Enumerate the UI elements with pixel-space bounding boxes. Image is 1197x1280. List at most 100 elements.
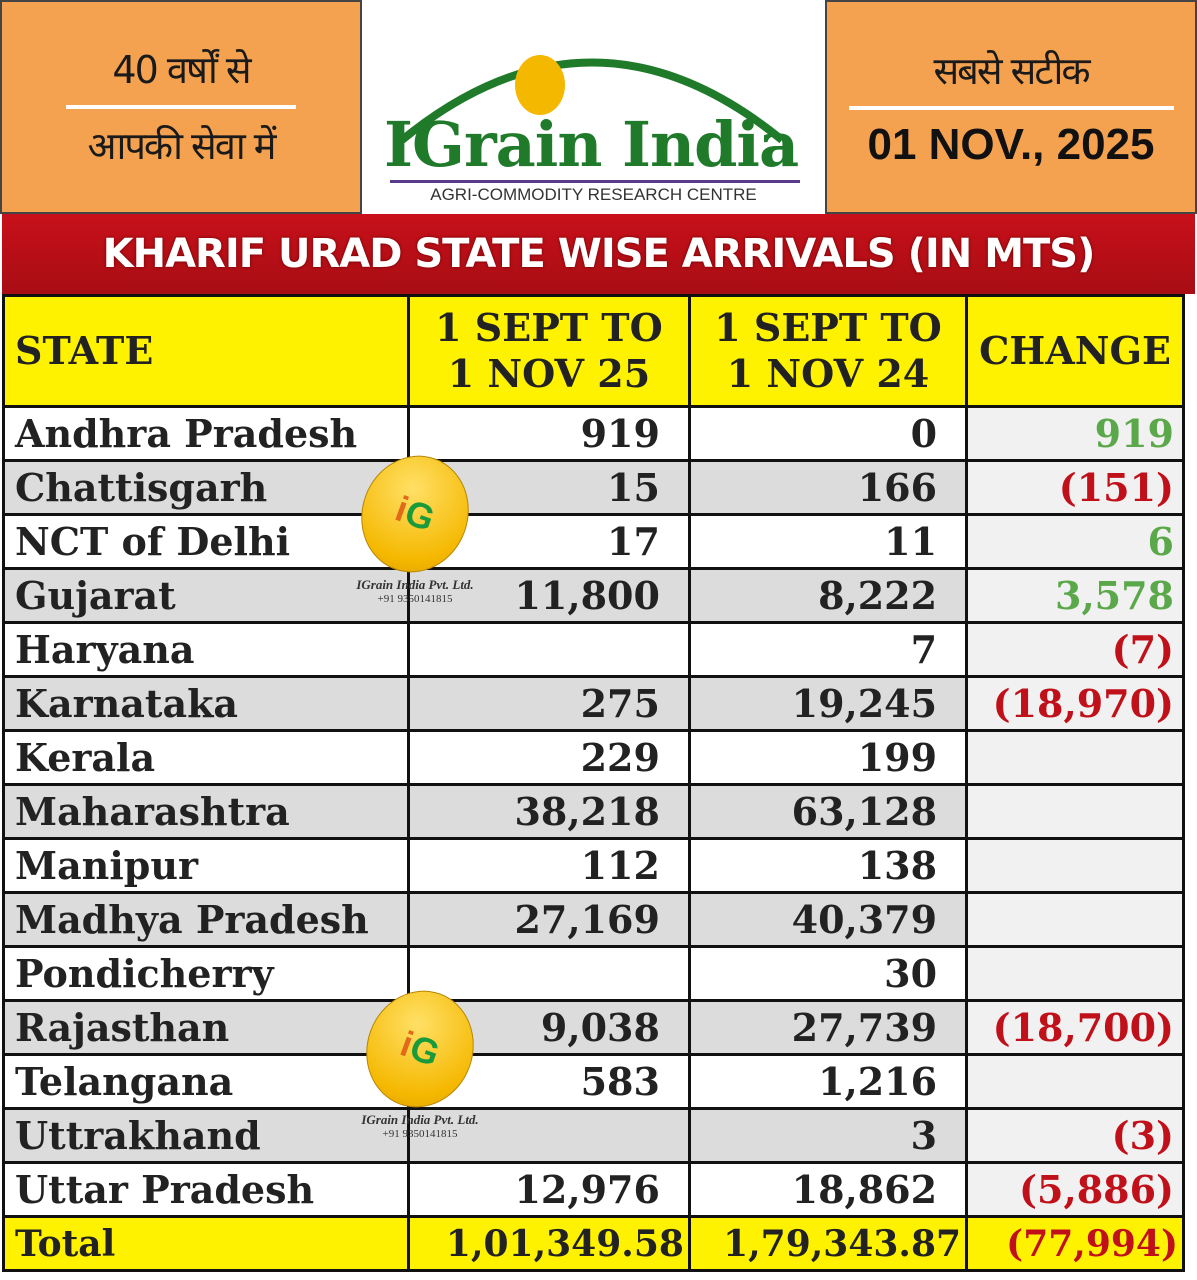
cell-y24: 27,739 xyxy=(687,999,969,1056)
table-row: Maharashtra 38,218 63,128 xyxy=(2,783,1185,840)
cell-y24: 63,128 xyxy=(687,783,969,840)
arrivals-table: STATE 1 SEPT TO 1 NOV 25 1 SEPT TO 1 NOV 2… xyxy=(2,294,1185,1272)
total-state: Total xyxy=(2,1215,410,1272)
cell-change: (3) xyxy=(965,1107,1185,1164)
watermark-phone: +91 9350141815 xyxy=(377,593,453,605)
col-2024-line1: 1 SEPT TO xyxy=(714,305,942,350)
table-row: Manipur 112 138 xyxy=(2,837,1185,894)
table-row: Gujarat 11,800 8,222 3,578 xyxy=(2,567,1185,624)
col-2025-line2: 1 NOV 25 xyxy=(447,351,651,396)
watermark-name: IGrain India Pvt. Ltd. xyxy=(356,577,474,592)
brand-name: IGrain India xyxy=(384,108,799,181)
cell-change xyxy=(965,945,1185,1002)
left-line1: 40 वर्षों से xyxy=(112,48,251,92)
cell-y25: 38,218 xyxy=(406,783,691,840)
cell-y24: 1,216 xyxy=(687,1053,969,1110)
cell-y24: 3 xyxy=(687,1107,969,1164)
table-row: Uttar Pradesh 12,976 18,862 (5,886) xyxy=(2,1161,1185,1218)
watermark-phone: +91 9350141815 xyxy=(382,1128,458,1140)
col-2025-line1: 1 SEPT TO xyxy=(435,305,663,350)
col-change: CHANGE xyxy=(965,294,1185,408)
cell-y25 xyxy=(406,621,691,678)
tagline-right: सबसे सटीक 01 NOV., 2025 xyxy=(825,0,1197,214)
cell-y24: 8,222 xyxy=(687,567,969,624)
left-line2: आपकी सेवा में xyxy=(87,124,277,168)
cell-state: Haryana xyxy=(2,621,410,678)
cell-y24: 18,862 xyxy=(687,1161,969,1218)
cell-state: Rajasthan xyxy=(2,999,410,1056)
table-row: Uttrakhand 3 (3) xyxy=(2,1107,1185,1164)
cell-y25 xyxy=(406,945,691,1002)
cell-change: 919 xyxy=(965,405,1185,462)
cell-change: (18,970) xyxy=(965,675,1185,732)
total-y24: 1,79,343.87 xyxy=(687,1215,969,1272)
cell-change xyxy=(965,729,1185,786)
cell-state: Uttar Pradesh xyxy=(2,1161,410,1218)
cell-y24: 138 xyxy=(687,837,969,894)
cell-y24: 166 xyxy=(687,459,969,516)
cell-state: Kerala xyxy=(2,729,410,786)
cell-y25: 11,800 xyxy=(406,567,691,624)
table-row: Rajasthan 9,038 27,739 (18,700) xyxy=(2,999,1185,1056)
cell-y24: 11 xyxy=(687,513,969,570)
cell-change xyxy=(965,891,1185,948)
cell-change xyxy=(965,1053,1185,1110)
brand-tagline: AGRI-COMMODITY RESEARCH CENTRE xyxy=(430,185,757,204)
cell-change xyxy=(965,783,1185,840)
col-2024: 1 SEPT TO 1 NOV 24 xyxy=(687,294,969,408)
cell-y24: 0 xyxy=(687,405,969,462)
table-row: Karnataka 275 19,245 (18,970) xyxy=(2,675,1185,732)
brand-logo: IGrain India AGRI-COMMODITY RESEARCH CEN… xyxy=(362,0,825,214)
cell-state: Telangana xyxy=(2,1053,410,1110)
cell-y25: 112 xyxy=(406,837,691,894)
col-state: STATE xyxy=(2,294,410,408)
cell-y25: 12,976 xyxy=(406,1161,691,1218)
table-row: Andhra Pradesh 919 0 919 xyxy=(2,405,1185,462)
cell-state: NCT of Delhi xyxy=(2,513,410,570)
table-row: Telangana 583 1,216 xyxy=(2,1053,1185,1110)
cell-y25: 27,169 xyxy=(406,891,691,948)
cell-change: (7) xyxy=(965,621,1185,678)
arch-icon xyxy=(399,55,785,144)
cell-state: Uttrakhand xyxy=(2,1107,410,1164)
page-title: KHARIF URAD STATE WISE ARRIVALS (IN MTS) xyxy=(102,231,1096,277)
title-banner: KHARIF URAD STATE WISE ARRIVALS (IN MTS) xyxy=(2,214,1195,294)
table-row: Madhya Pradesh 27,169 40,379 xyxy=(2,891,1185,948)
divider xyxy=(848,106,1174,110)
brand-underline xyxy=(390,180,800,183)
cell-change: 3,578 xyxy=(965,567,1185,624)
cell-y25: 919 xyxy=(406,405,691,462)
cell-y24: 30 xyxy=(687,945,969,1002)
total-row: Total 1,01,349.58 1,79,343.87 (77,994) xyxy=(2,1215,1185,1272)
cell-y25 xyxy=(406,1107,691,1164)
cell-state: Pondicherry xyxy=(2,945,410,1002)
report-date: 01 NOV., 2025 xyxy=(867,120,1155,169)
cell-change: (18,700) xyxy=(965,999,1185,1056)
cell-state: Andhra Pradesh xyxy=(2,405,410,462)
cell-y25: 275 xyxy=(406,675,691,732)
cell-state: Chattisgarh xyxy=(2,459,410,516)
total-change: (77,994) xyxy=(965,1215,1185,1272)
tagline-left: 40 वर्षों से आपकी सेवा में xyxy=(0,0,362,214)
divider xyxy=(66,105,296,109)
right-line1: सबसे सटीक xyxy=(933,49,1090,93)
watermark-name: IGrain India Pvt. Ltd. xyxy=(361,1112,479,1127)
table-header: STATE 1 SEPT TO 1 NOV 25 1 SEPT TO 1 NOV 2… xyxy=(2,294,1185,408)
total-y25: 1,01,349.58 xyxy=(406,1215,691,1272)
cell-state: Karnataka xyxy=(2,675,410,732)
cell-state: Gujarat xyxy=(2,567,410,624)
cell-change: (151) xyxy=(965,459,1185,516)
cell-y24: 7 xyxy=(687,621,969,678)
cell-y24: 40,379 xyxy=(687,891,969,948)
cell-change xyxy=(965,837,1185,894)
table-row: Pondicherry 30 xyxy=(2,945,1185,1002)
table-row: Haryana 7 (7) xyxy=(2,621,1185,678)
cell-state: Maharashtra xyxy=(2,783,410,840)
table-row: Kerala 229 199 xyxy=(2,729,1185,786)
cell-y25: 229 xyxy=(406,729,691,786)
cell-change: 6 xyxy=(965,513,1185,570)
